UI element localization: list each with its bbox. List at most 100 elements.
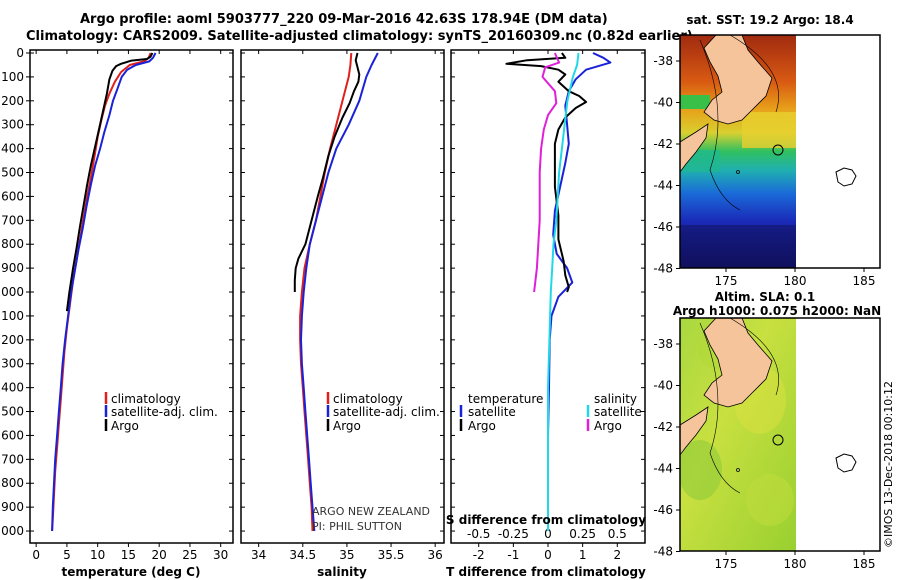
x-tick-label: 10 (90, 548, 105, 562)
x-tick-label: 34.5 (289, 548, 316, 562)
x-tick-label: 20 (152, 548, 167, 562)
legend-temperature-title: temperature (468, 392, 543, 406)
depth-tick-label: 600 (1, 189, 24, 203)
legend-satellite-label: satellite-adj. clim. (333, 405, 440, 419)
x-tick-label: 1 (579, 548, 587, 562)
map-y-tick-label: -48 (653, 545, 673, 559)
bathymetry-contour (699, 322, 741, 494)
header-line2: Climatology: CARS2009. Satellite-adjuste… (26, 29, 693, 44)
depth-tick-label: 1900 (0, 500, 24, 514)
depth-tick-label: 500 (1, 166, 24, 180)
depth-axis: 0 100 200 300 400 500 600 700 800 900 1000 1100 1200… (0, 46, 30, 538)
map-bottom-title2: Argo h1000: 0.075 h2000: NaN (673, 304, 881, 318)
annotation-program: ARGO NEW ZEALAND (312, 505, 430, 518)
x-tick-label: -1 (507, 548, 519, 562)
legend-t-argo-label: Argo (468, 419, 496, 433)
legend-argo-label: Argo (333, 419, 361, 433)
salinity-panel-frame (240, 49, 445, 544)
x-tick-label: 5 (63, 548, 71, 562)
chatham-islands (835, 167, 857, 187)
series-line-t-argo (505, 52, 588, 293)
series-line-argo (293, 52, 361, 292)
depth-tick-label: 400 (1, 142, 24, 156)
series-line-argo (65, 52, 154, 312)
map-axes: -38 -40 -42 -44 -46 -48 175 180 185 -38 -40 -42 -44 -… (653, 54, 875, 571)
map-x-tick-label: 180 (784, 274, 807, 288)
series-line-climatology (51, 52, 152, 532)
north-island-land (703, 318, 773, 408)
x-tick-label: 0 (544, 548, 552, 562)
legend-argo-label: Argo (111, 419, 139, 433)
map-y-tick-label: -40 (653, 96, 673, 110)
depth-tick-label: 1100 (0, 309, 24, 323)
footer-credit: ©IMOS 13-Dec-2018 00:10:12 (882, 381, 895, 548)
temperature-legend: climatology satellite-adj. clim. Argo (104, 392, 218, 433)
map-y-tick-label: -44 (653, 179, 673, 193)
depth-tick-label: 1600 (0, 428, 24, 442)
sla-patch (746, 474, 794, 526)
salinity-legend: climatology satellite-adj. clim. Argo AR… (312, 392, 440, 533)
legend-s-argo-label: Argo (594, 419, 622, 433)
depth-tick-label: 700 (1, 213, 24, 227)
map-bottom-title1: Altim. SLA: 0.1 (715, 290, 816, 304)
x2-tick-label: 0.25 (569, 527, 596, 541)
x-tick-label: 35 (339, 548, 354, 562)
legend-s-satellite-label: satellite (594, 405, 642, 419)
bathymetry-contour (729, 35, 779, 113)
temperature-chart: 0 5 10 15 20 25 30 (30, 50, 233, 562)
sst-patch (680, 95, 710, 109)
series-line-t-satellite (547, 52, 612, 531)
legend-climatology-label: climatology (111, 392, 181, 406)
series-line-climatology (299, 52, 353, 532)
annotation-pi: PI: PHIL SUTTON (312, 520, 402, 533)
x2-tick-label: -0.5 (467, 527, 490, 541)
x-tick-label: 15 (121, 548, 136, 562)
map-bottom-frame (679, 317, 881, 552)
south-island-land (680, 123, 709, 173)
difference-x2label: S difference from climatology (446, 513, 646, 527)
difference-xlabel: T difference from climatology (446, 565, 646, 579)
island-dot (736, 468, 740, 472)
chatham-islands (835, 453, 857, 473)
series-line-satellite-adj-clim- (300, 52, 379, 532)
bathymetry-contour (729, 318, 779, 396)
depth-tick-label: 1700 (0, 452, 24, 466)
legend-salinity-title: salinity (594, 392, 637, 406)
map-y-tick-label: -46 (653, 220, 673, 234)
depth-tick-label: 1000 (0, 285, 24, 299)
x-tick-label: 2 (613, 548, 621, 562)
map-x-tick-label: 175 (715, 557, 738, 571)
temperature-xlabel: temperature (deg C) (62, 565, 201, 579)
map-y-tick-label: -40 (653, 379, 673, 393)
salinity-xlabel: salinity (317, 565, 367, 579)
argo-position-marker (772, 144, 784, 156)
x2-tick-label: -0.25 (498, 527, 529, 541)
depth-tick-label: 1500 (0, 405, 24, 419)
south-island-land (680, 406, 709, 456)
temperature-panel-frame (29, 49, 234, 544)
salinity-chart: 34 34.5 35 35.5 36 (241, 50, 444, 562)
argo-position-marker (772, 434, 784, 446)
depth-tick-label: 200 (1, 94, 24, 108)
map-y-tick-label: -46 (653, 503, 673, 517)
depth-tick-label: 2000 (0, 524, 24, 538)
depth-tick-label: 1300 (0, 357, 24, 371)
north-island-land (703, 35, 773, 125)
legend-climatology-label: climatology (333, 392, 403, 406)
map-x-tick-label: 185 (853, 274, 876, 288)
depth-tick-label: 300 (1, 118, 24, 132)
island-dot (736, 170, 740, 174)
difference-chart: -2 -1 0 1 2 -0.5 -0.25 0 0.25 0.5 (451, 50, 645, 562)
depth-tick-label: 100 (1, 70, 24, 84)
depth-tick-label: 1400 (0, 381, 24, 395)
map-top-title: sat. SST: 19.2 Argo: 18.4 (686, 13, 853, 27)
bathymetry-contour (699, 39, 741, 211)
x-tick-label: 36 (428, 548, 443, 562)
series-line-satellite-adj-clim- (51, 52, 157, 532)
legend-satellite-label: satellite-adj. clim. (111, 405, 218, 419)
depth-tick-label: 900 (1, 261, 24, 275)
difference-legend: temperature satellite Argo salinity sate… (459, 392, 642, 433)
map-y-tick-label: -42 (653, 420, 673, 434)
map-top (679, 34, 881, 269)
map-top-blank-area (796, 35, 880, 268)
